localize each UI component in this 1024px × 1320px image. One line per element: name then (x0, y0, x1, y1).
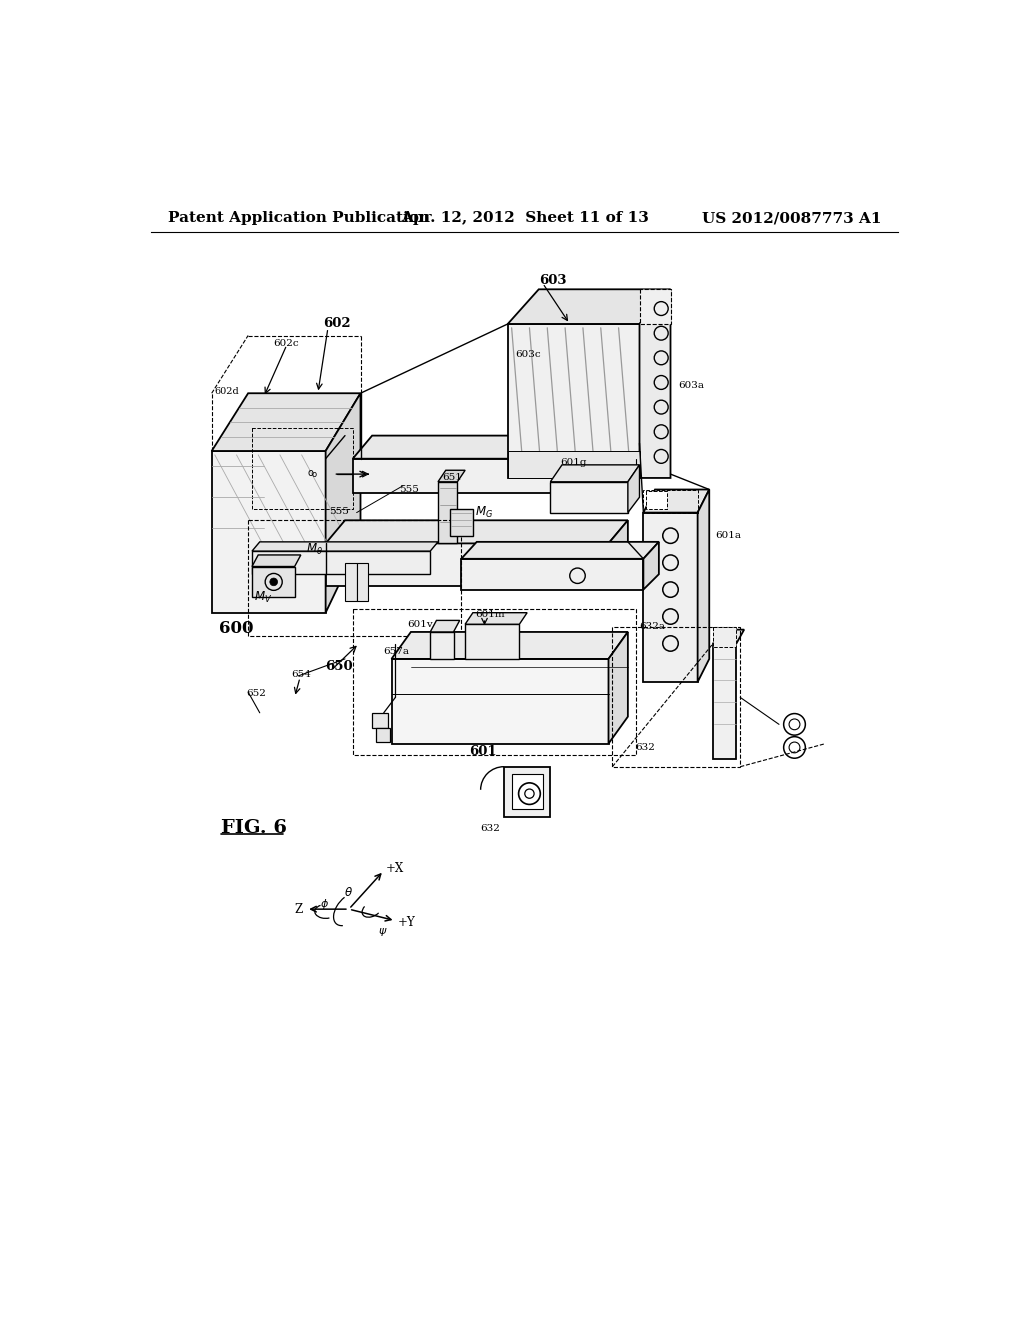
Text: 601v: 601v (407, 620, 433, 628)
Polygon shape (504, 767, 550, 817)
Polygon shape (508, 323, 640, 478)
Text: Patent Application Publication: Patent Application Publication (168, 211, 430, 226)
Text: $M_G$: $M_G$ (475, 506, 494, 520)
Polygon shape (461, 543, 658, 558)
Text: 650: 650 (326, 660, 353, 673)
Polygon shape (465, 612, 527, 624)
Text: o: o (307, 467, 313, 478)
Text: 657a: 657a (384, 647, 410, 656)
Text: 603a: 603a (678, 381, 705, 389)
Text: 600: 600 (219, 619, 254, 636)
Text: 632a: 632a (640, 622, 666, 631)
Text: $\theta$: $\theta$ (344, 886, 353, 899)
Polygon shape (326, 393, 360, 612)
Polygon shape (450, 508, 473, 536)
Polygon shape (628, 465, 640, 512)
Polygon shape (356, 562, 369, 601)
Polygon shape (345, 562, 356, 601)
Polygon shape (376, 729, 390, 742)
Text: 603: 603 (539, 273, 566, 286)
Polygon shape (372, 713, 388, 729)
Text: $\psi$: $\psi$ (378, 927, 388, 939)
Polygon shape (643, 490, 710, 512)
Text: 652: 652 (246, 689, 265, 698)
Text: 651: 651 (442, 474, 462, 482)
Text: 632: 632 (480, 824, 501, 833)
Polygon shape (461, 558, 643, 590)
Polygon shape (643, 512, 697, 682)
Text: Z: Z (294, 903, 302, 916)
Polygon shape (438, 470, 465, 482)
Text: $M_\theta$: $M_\theta$ (306, 543, 324, 557)
Polygon shape (326, 544, 608, 586)
Polygon shape (713, 630, 744, 644)
Polygon shape (608, 520, 628, 586)
Polygon shape (508, 451, 640, 478)
Text: +Y: +Y (397, 916, 416, 929)
Polygon shape (646, 491, 667, 508)
Polygon shape (352, 459, 608, 494)
Polygon shape (212, 451, 326, 612)
Polygon shape (608, 632, 628, 743)
Circle shape (270, 578, 278, 586)
Text: US 2012/0087773 A1: US 2012/0087773 A1 (701, 211, 882, 226)
Polygon shape (252, 554, 301, 566)
Text: 602: 602 (324, 317, 351, 330)
Polygon shape (252, 552, 430, 574)
Text: FIG. 6: FIG. 6 (221, 820, 287, 837)
Text: Apr. 12, 2012  Sheet 11 of 13: Apr. 12, 2012 Sheet 11 of 13 (400, 211, 649, 226)
Text: 601g: 601g (560, 458, 587, 467)
Polygon shape (550, 482, 628, 512)
Polygon shape (430, 620, 460, 632)
Text: 602d: 602d (215, 387, 240, 396)
Text: +X: +X (386, 862, 404, 875)
Polygon shape (212, 393, 360, 451)
Polygon shape (697, 490, 710, 682)
Text: o: o (311, 470, 316, 479)
Polygon shape (326, 520, 628, 544)
Polygon shape (608, 436, 628, 494)
Text: 603c: 603c (515, 350, 541, 359)
Polygon shape (643, 543, 658, 590)
Polygon shape (713, 627, 736, 647)
Polygon shape (508, 289, 671, 323)
Text: 602c: 602c (273, 339, 299, 347)
Text: 601a: 601a (716, 531, 741, 540)
Text: 632: 632 (636, 743, 655, 752)
Polygon shape (550, 465, 640, 482)
Polygon shape (430, 632, 454, 659)
Polygon shape (352, 436, 628, 459)
Polygon shape (512, 775, 543, 809)
Polygon shape (438, 482, 458, 544)
Polygon shape (713, 644, 736, 759)
Text: 555: 555 (329, 507, 349, 516)
Polygon shape (391, 632, 628, 659)
Text: $M_V$: $M_V$ (254, 590, 271, 605)
Polygon shape (640, 289, 671, 478)
Polygon shape (465, 624, 519, 659)
Text: 555: 555 (399, 484, 419, 494)
Text: 654: 654 (291, 669, 310, 678)
Polygon shape (252, 543, 438, 552)
Text: 601: 601 (469, 744, 497, 758)
Text: $\phi$: $\phi$ (321, 896, 329, 911)
Polygon shape (391, 659, 608, 743)
Polygon shape (640, 289, 671, 323)
Polygon shape (252, 566, 295, 597)
Text: 601m: 601m (475, 610, 505, 619)
